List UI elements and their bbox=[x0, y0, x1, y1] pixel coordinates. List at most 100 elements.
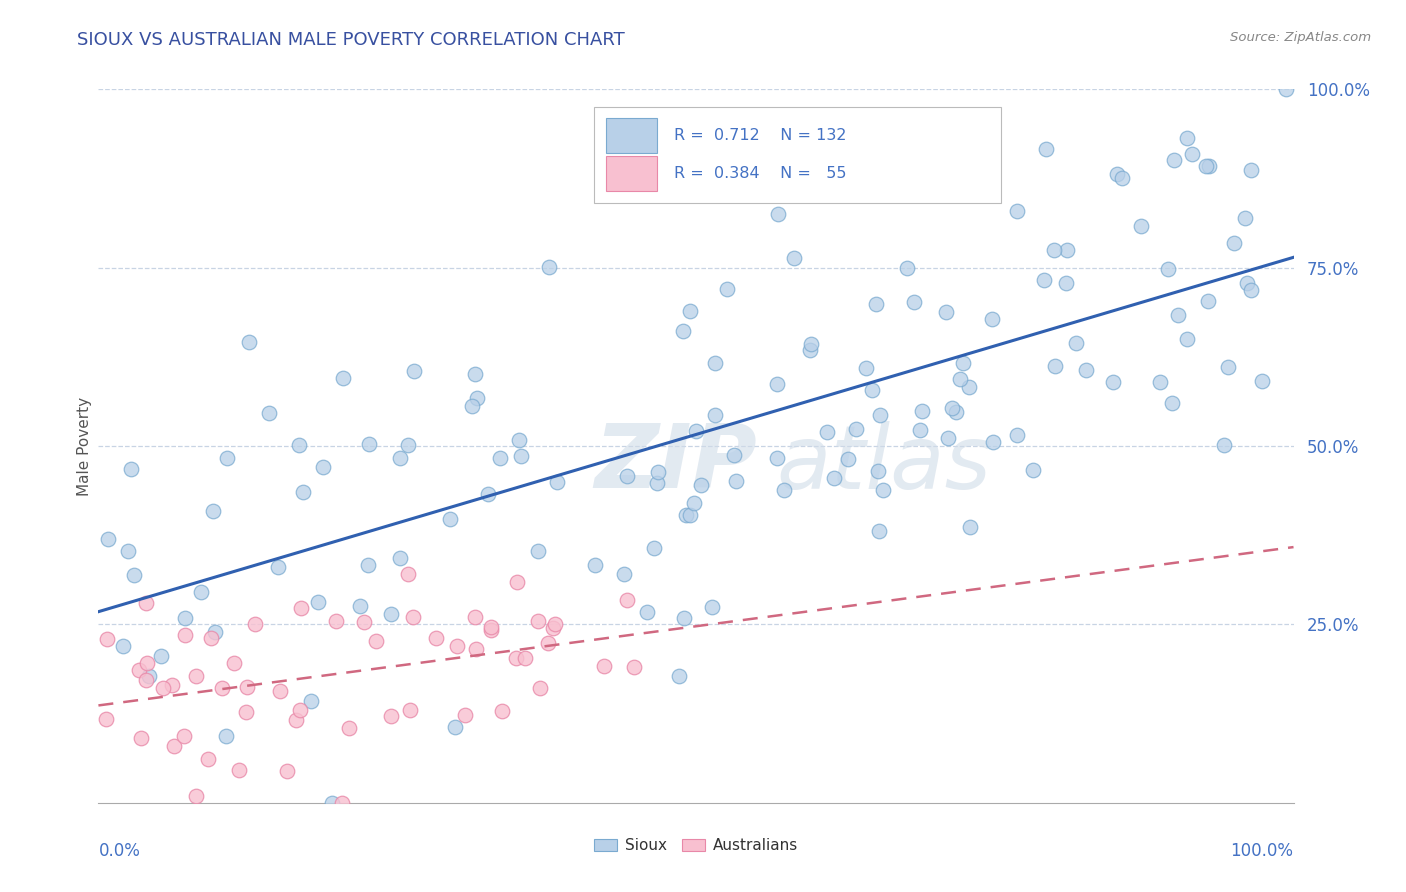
Point bbox=[1066, 335, 1088, 350]
Point bbox=[299, 694, 322, 708]
Point bbox=[636, 605, 658, 619]
Point bbox=[1234, 211, 1257, 225]
Point bbox=[1250, 374, 1272, 388]
Point bbox=[1107, 167, 1129, 181]
Point bbox=[1149, 375, 1171, 389]
Point bbox=[389, 451, 412, 466]
Point bbox=[288, 703, 311, 717]
Point bbox=[96, 632, 118, 646]
Point bbox=[243, 616, 266, 631]
Text: 0.0%: 0.0% bbox=[98, 842, 141, 860]
Point bbox=[325, 614, 347, 628]
Point bbox=[128, 663, 150, 677]
Point bbox=[174, 628, 197, 642]
Point bbox=[1157, 262, 1180, 277]
Point bbox=[845, 421, 868, 435]
Point bbox=[799, 343, 821, 357]
Point bbox=[404, 364, 426, 378]
Point bbox=[446, 639, 468, 653]
Point bbox=[865, 296, 887, 310]
Point bbox=[1181, 147, 1204, 161]
Point bbox=[981, 311, 1004, 326]
Point bbox=[173, 611, 195, 625]
Point bbox=[766, 451, 789, 466]
Point bbox=[1195, 159, 1218, 173]
Point bbox=[380, 607, 402, 621]
Point bbox=[117, 543, 139, 558]
Point bbox=[489, 450, 512, 465]
Point bbox=[389, 551, 412, 566]
Point bbox=[425, 631, 447, 645]
Point bbox=[645, 475, 668, 490]
Point bbox=[949, 372, 972, 386]
Point bbox=[508, 433, 530, 447]
Point bbox=[111, 640, 134, 654]
Point bbox=[228, 764, 250, 778]
Point bbox=[1032, 272, 1054, 286]
Point bbox=[983, 435, 1005, 450]
Point bbox=[668, 669, 690, 683]
Point bbox=[238, 335, 260, 350]
Point bbox=[583, 558, 606, 573]
Point bbox=[97, 533, 120, 547]
Point bbox=[647, 465, 669, 479]
Point bbox=[1163, 153, 1185, 167]
Point bbox=[541, 621, 564, 635]
Text: Source: ZipAtlas.com: Source: ZipAtlas.com bbox=[1230, 31, 1371, 45]
Point bbox=[1043, 243, 1066, 257]
Point bbox=[276, 764, 298, 778]
Point bbox=[679, 508, 702, 522]
Point bbox=[868, 524, 890, 539]
Point bbox=[837, 452, 859, 467]
Point bbox=[866, 464, 889, 478]
Point bbox=[510, 449, 533, 463]
Point bbox=[1005, 204, 1028, 219]
Point bbox=[359, 437, 381, 451]
Point bbox=[683, 496, 706, 510]
Point bbox=[96, 712, 118, 726]
Point bbox=[616, 469, 638, 483]
Text: ZIP: ZIP bbox=[595, 420, 758, 508]
Point bbox=[1218, 359, 1240, 374]
Point bbox=[1175, 332, 1198, 346]
Point bbox=[267, 560, 290, 574]
Point bbox=[945, 405, 967, 419]
Point bbox=[1005, 428, 1028, 442]
Point bbox=[202, 504, 225, 518]
Point bbox=[941, 401, 963, 416]
Point bbox=[197, 751, 219, 765]
Point bbox=[120, 462, 142, 476]
Point bbox=[321, 796, 343, 810]
Point bbox=[935, 305, 957, 319]
Point bbox=[1129, 219, 1152, 233]
Point bbox=[872, 483, 894, 497]
Point bbox=[290, 600, 312, 615]
Point bbox=[529, 681, 551, 695]
Point bbox=[135, 596, 157, 610]
Point bbox=[505, 651, 527, 665]
Point bbox=[896, 260, 918, 275]
Point bbox=[236, 680, 259, 694]
Point bbox=[543, 617, 565, 632]
Point bbox=[464, 367, 486, 381]
Point bbox=[269, 684, 291, 698]
Point bbox=[903, 294, 925, 309]
Point bbox=[307, 595, 329, 609]
Point bbox=[173, 730, 195, 744]
Point bbox=[773, 483, 796, 497]
Point bbox=[222, 656, 245, 670]
Point bbox=[1175, 131, 1198, 145]
Point bbox=[538, 260, 561, 275]
Point bbox=[288, 438, 311, 452]
Point bbox=[765, 376, 787, 391]
Point bbox=[623, 660, 645, 674]
Point bbox=[349, 599, 371, 614]
Point bbox=[782, 251, 804, 265]
Point bbox=[444, 720, 467, 734]
Point bbox=[211, 681, 233, 695]
Point bbox=[1240, 163, 1263, 178]
Point bbox=[477, 487, 499, 501]
Point bbox=[332, 371, 354, 385]
FancyBboxPatch shape bbox=[595, 107, 1001, 203]
Point bbox=[613, 566, 636, 581]
